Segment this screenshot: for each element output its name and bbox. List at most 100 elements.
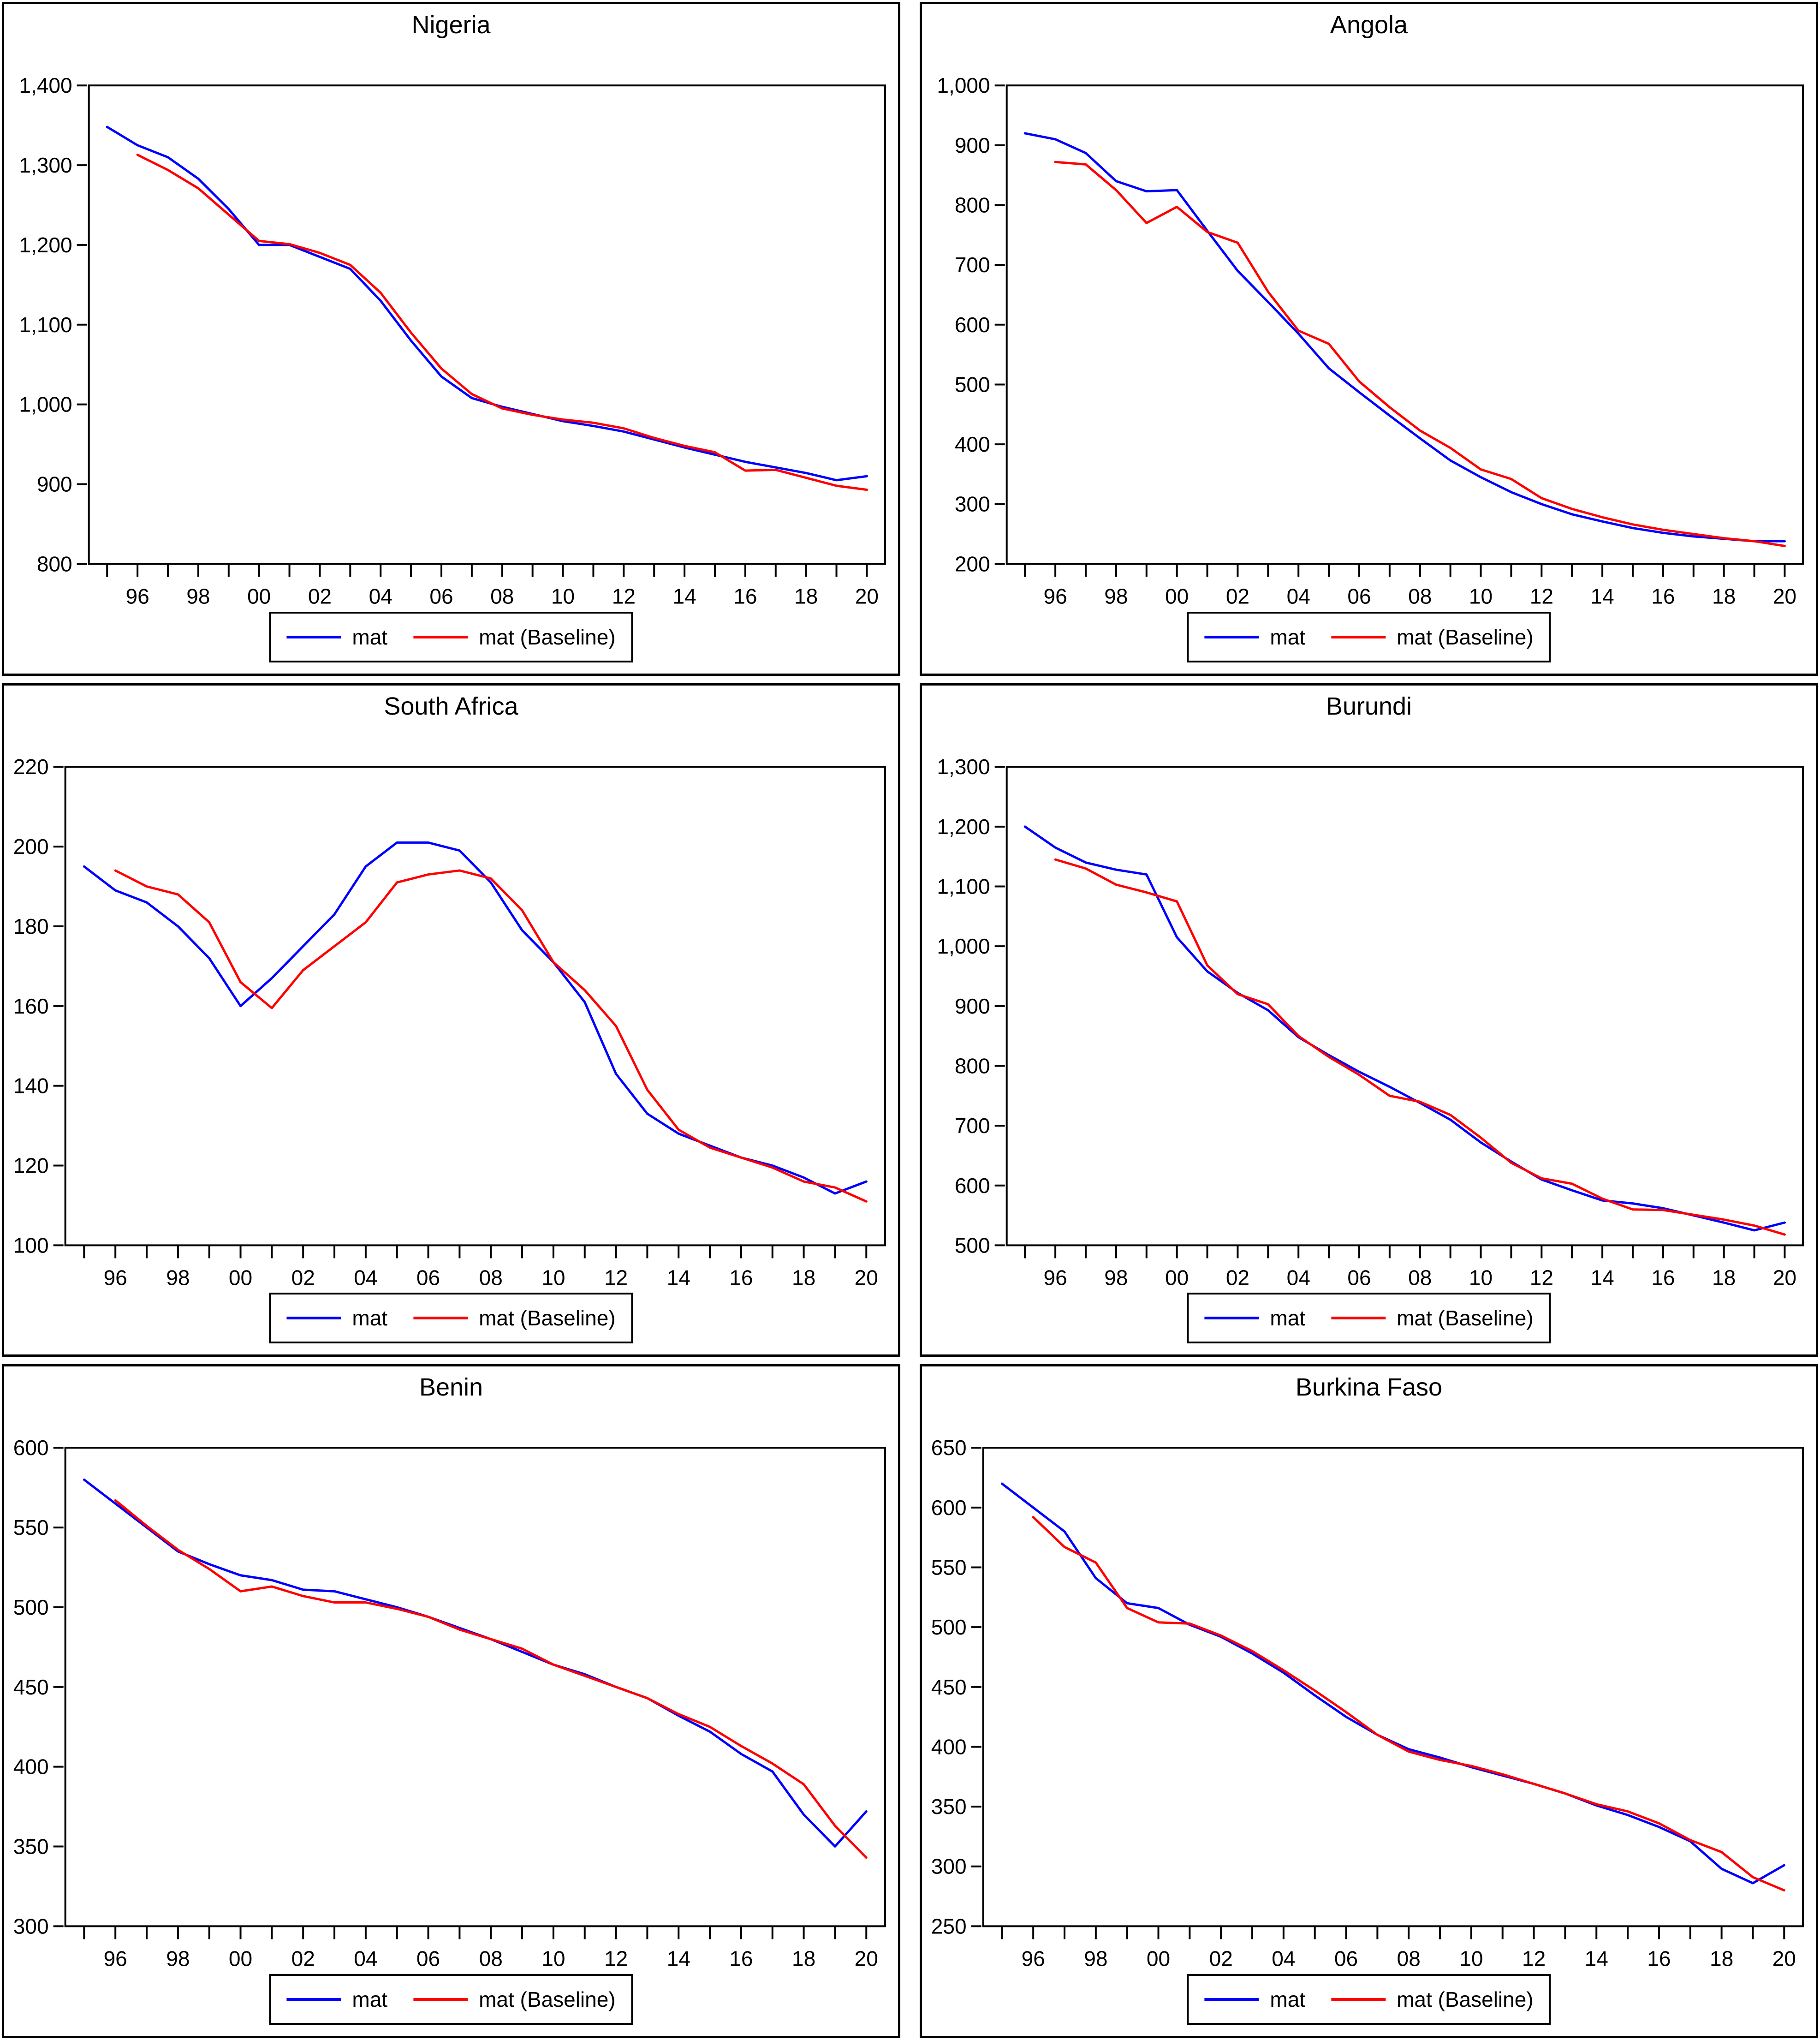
svg-text:14: 14 (667, 1265, 690, 1289)
svg-text:140: 140 (13, 1074, 49, 1098)
legend: mat mat (Baseline) (1187, 1293, 1551, 1344)
svg-text:350: 350 (931, 1795, 967, 1819)
svg-text:220: 220 (13, 755, 49, 779)
svg-text:20: 20 (855, 1265, 878, 1289)
svg-text:96: 96 (1044, 584, 1067, 608)
svg-text:98: 98 (186, 584, 210, 608)
chart-panel-burundi: Burundi 500 600 700 800 900 1,000 1,100 1,200 1,… (920, 683, 1818, 1357)
svg-text:14: 14 (1585, 1947, 1608, 1971)
svg-text:12: 12 (1530, 1265, 1553, 1289)
svg-text:06: 06 (1347, 1265, 1371, 1289)
svg-text:98: 98 (166, 1947, 190, 1971)
legend-label-baseline: mat (Baseline) (479, 1306, 616, 1330)
svg-text:04: 04 (1287, 1265, 1310, 1289)
svg-text:600: 600 (13, 1436, 49, 1460)
svg-text:14: 14 (672, 584, 696, 608)
svg-text:02: 02 (1226, 584, 1249, 608)
svg-text:100: 100 (13, 1233, 49, 1257)
svg-text:500: 500 (13, 1595, 49, 1619)
svg-text:02: 02 (291, 1947, 315, 1971)
svg-text:600: 600 (955, 1173, 990, 1197)
svg-text:1,000: 1,000 (937, 73, 990, 97)
svg-text:18: 18 (794, 584, 818, 608)
svg-text:500: 500 (955, 1233, 990, 1257)
svg-text:800: 800 (955, 193, 990, 217)
svg-text:120: 120 (13, 1153, 49, 1177)
chart-title: Benin (419, 1373, 483, 1402)
svg-text:900: 900 (37, 472, 72, 496)
legend-line-baseline (1331, 1998, 1386, 2001)
legend: mat mat (Baseline) (269, 1293, 633, 1344)
svg-text:08: 08 (1408, 584, 1432, 608)
svg-text:18: 18 (1712, 1265, 1736, 1289)
svg-text:1,200: 1,200 (19, 233, 72, 257)
line-chart: 500 600 700 800 900 1,000 1,100 1,200 1,300 96 98 0… (937, 755, 1804, 1289)
svg-text:400: 400 (13, 1755, 49, 1779)
svg-text:08: 08 (479, 1265, 503, 1289)
legend-label-baseline: mat (Baseline) (479, 625, 616, 649)
svg-text:02: 02 (1226, 1265, 1249, 1289)
svg-text:200: 200 (13, 835, 49, 859)
svg-text:1,100: 1,100 (937, 874, 990, 898)
legend-line-baseline (1331, 635, 1386, 638)
chart-title: Nigeria (411, 11, 491, 39)
line-chart: 800 900 1,000 1,100 1,200 1,300 1,400 96 98 00 02 0… (19, 73, 886, 608)
svg-text:16: 16 (729, 1265, 753, 1289)
legend-label-mat: mat (1270, 1987, 1306, 2011)
legend: mat mat (Baseline) (1187, 611, 1551, 662)
svg-text:250: 250 (931, 1915, 967, 1939)
chart-panel-burkina-faso: Burkina Faso 250 300 350 400 450 500 550 600 650… (920, 1364, 1818, 2038)
legend-label-mat: mat (1270, 625, 1306, 649)
legend-label-mat: mat (352, 1987, 388, 2011)
svg-text:10: 10 (1469, 584, 1493, 608)
chart-panel-benin: Benin 300 350 400 450 500 550 600 96 98 00 02 04 06 0… (2, 1364, 900, 2038)
svg-text:20: 20 (1773, 1265, 1796, 1289)
legend-line-mat (286, 635, 341, 638)
svg-text:1,000: 1,000 (19, 393, 72, 417)
svg-text:1,100: 1,100 (19, 313, 72, 337)
svg-text:18: 18 (792, 1265, 815, 1289)
legend-line-mat (286, 1998, 341, 2001)
svg-text:12: 12 (604, 1947, 628, 1971)
svg-text:700: 700 (955, 1114, 990, 1138)
svg-text:16: 16 (1651, 584, 1675, 608)
svg-text:450: 450 (931, 1675, 967, 1699)
chart-title: Burkina Faso (1295, 1373, 1443, 1402)
legend-label-baseline: mat (Baseline) (479, 1987, 616, 2011)
svg-text:1,200: 1,200 (937, 815, 990, 839)
legend-label-mat: mat (352, 1306, 388, 1330)
svg-text:06: 06 (1347, 584, 1371, 608)
svg-text:14: 14 (1590, 584, 1614, 608)
svg-text:180: 180 (13, 914, 49, 938)
svg-text:18: 18 (1710, 1947, 1733, 1971)
svg-text:08: 08 (1397, 1947, 1421, 1971)
svg-text:04: 04 (1287, 584, 1310, 608)
svg-text:00: 00 (229, 1947, 252, 1971)
svg-text:06: 06 (1334, 1947, 1358, 1971)
svg-text:06: 06 (416, 1947, 440, 1971)
svg-text:160: 160 (13, 994, 49, 1018)
svg-text:18: 18 (792, 1947, 815, 1971)
svg-text:00: 00 (1147, 1947, 1170, 1971)
legend-line-mat (1204, 1998, 1259, 2001)
svg-text:550: 550 (931, 1556, 967, 1580)
line-chart: 300 350 400 450 500 550 600 96 98 00 02 04 06 08 10 12 1… (13, 1436, 886, 1971)
svg-text:10: 10 (1459, 1947, 1483, 1971)
svg-text:96: 96 (1044, 1265, 1067, 1289)
legend-line-baseline (413, 1998, 468, 2001)
svg-text:400: 400 (955, 432, 990, 456)
svg-text:00: 00 (247, 584, 271, 608)
svg-text:16: 16 (729, 1947, 753, 1971)
line-chart: 200 300 400 500 600 700 800 900 1,000 96 98 00 02 04 0… (937, 73, 1804, 608)
svg-text:08: 08 (490, 584, 514, 608)
svg-text:700: 700 (955, 253, 990, 277)
legend: mat mat (Baseline) (269, 611, 633, 662)
svg-text:600: 600 (955, 313, 990, 337)
svg-text:10: 10 (551, 584, 575, 608)
svg-text:900: 900 (955, 994, 990, 1018)
svg-text:02: 02 (1209, 1947, 1233, 1971)
svg-text:350: 350 (13, 1835, 49, 1859)
svg-text:200: 200 (955, 552, 990, 576)
legend-line-baseline (413, 635, 468, 638)
svg-text:04: 04 (354, 1265, 377, 1289)
